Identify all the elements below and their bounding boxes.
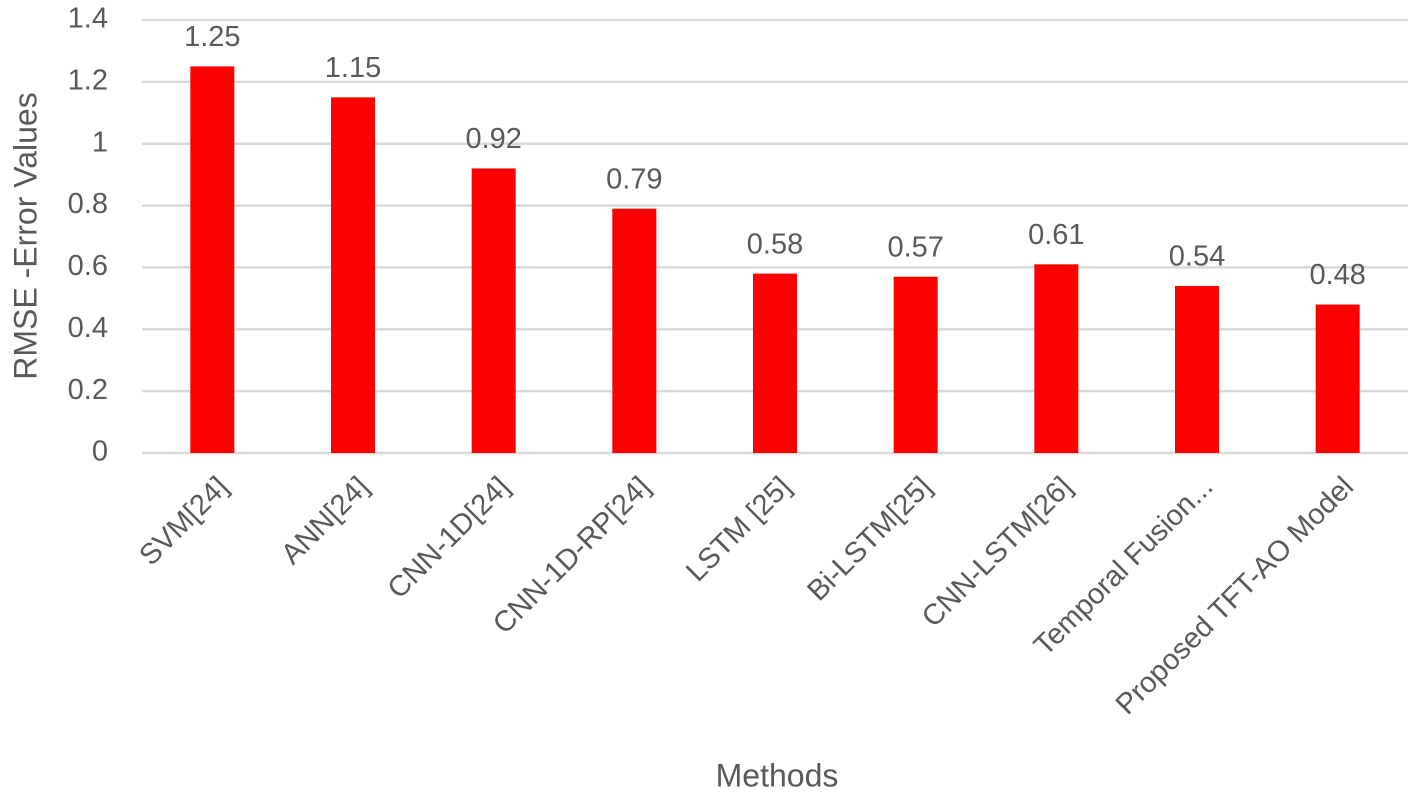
bar [1034, 264, 1079, 453]
y-axis-title: RMSE -Error Values [7, 92, 43, 379]
y-tick-label: 0.6 [68, 250, 108, 282]
data-label: 0.61 [1028, 219, 1084, 251]
data-label: 1.15 [325, 52, 381, 84]
data-label: 1.25 [184, 21, 240, 53]
x-tick-label: SVM[24] [133, 471, 234, 572]
bar [893, 276, 938, 453]
bar [1175, 285, 1219, 453]
bar [1315, 304, 1360, 453]
x-tick-label: LSTM [25] [680, 471, 797, 588]
y-tick-label: 0.4 [68, 312, 108, 344]
y-tick-label: 0.8 [68, 188, 108, 220]
data-label: 0.79 [606, 163, 662, 195]
data-label: 0.54 [1169, 241, 1225, 273]
bar [190, 66, 235, 454]
x-axis-title: Methods [716, 757, 839, 793]
data-label: 0.92 [465, 123, 521, 155]
data-label: 0.57 [887, 231, 943, 263]
y-tick-label: 1.4 [68, 3, 108, 35]
bar [471, 168, 516, 453]
x-tick-label: CNN-LSTM[26] [916, 471, 1079, 634]
data-label: 0.58 [747, 228, 803, 260]
x-tick-label: ANN[24] [275, 471, 375, 571]
x-tick-label: Bi-LSTM[25] [801, 471, 938, 608]
y-tick-label: 1.2 [68, 65, 108, 97]
bar [753, 273, 797, 453]
y-tick-label: 0.2 [68, 374, 108, 406]
bar [331, 97, 375, 454]
x-tick-label: CNN-1D[24] [382, 471, 516, 605]
x-tick-label: Proposed TFT-AO Model [1110, 471, 1360, 721]
y-tick-label: 1 [92, 126, 108, 158]
data-label: 0.48 [1309, 259, 1365, 291]
bar [612, 208, 657, 453]
y-tick-label: 0 [92, 436, 108, 468]
